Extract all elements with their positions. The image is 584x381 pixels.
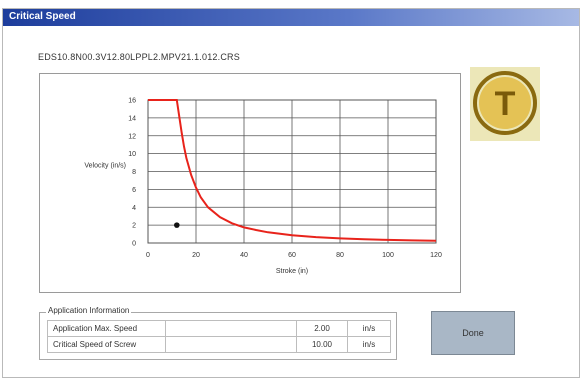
x-axis-label: Stroke (in) [276,268,308,275]
critical-speed-curve [148,99,437,242]
logo-panel: T [470,67,540,141]
critical-speed-window: Critical Speed EDS10.8N00.3V12.80LPPL2.M… [2,8,580,378]
x-tick-label: 0 [146,252,150,259]
title-bar[interactable]: Critical Speed [3,9,579,26]
x-tick-label: 40 [240,252,248,259]
company-logo-icon: T [473,71,537,135]
x-tick-label: 120 [430,252,442,259]
done-button[interactable]: Done [431,311,515,355]
max-speed-value: 2.00 [296,320,348,337]
table-row: Application Max. Speed 2.00 in/s [47,320,391,337]
done-button-label: Done [462,328,484,338]
application-information-legend: Application Information [46,306,132,315]
y-tick-label: 6 [132,187,136,194]
critical-speed-unit: in/s [347,336,391,353]
application-information-table: Application Max. Speed 2.00 in/s Critica… [47,320,391,353]
window-title: Critical Speed [9,11,76,22]
y-tick-label: 12 [128,133,136,140]
chart-panel: 0 20 40 60 80 100 120 0 2 4 6 8 10 12 14 16 Stroke (in) V… [39,73,461,293]
x-tick-label: 60 [288,252,296,259]
y-tick-label: 8 [132,169,136,176]
table-row: Critical Speed of Screw 10.00 in/s [47,336,391,353]
y-tick-label: 10 [128,151,136,158]
y-tick-label: 4 [132,205,136,212]
x-tick-label: 20 [192,252,200,259]
x-tick-label: 100 [382,252,394,259]
max-speed-label: Application Max. Speed [47,320,166,337]
critical-speed-value: 10.00 [296,336,348,353]
logo-letter: T [495,85,516,123]
application-information-group: Application Information Application Max.… [39,306,397,360]
critical-speed-label: Critical Speed of Screw [47,336,166,353]
critical-speed-chart: 0 20 40 60 80 100 120 0 2 4 6 8 10 12 14 16 Stroke (in) V… [84,98,442,276]
max-speed-unit: in/s [347,320,391,337]
y-tick-label: 14 [128,115,136,122]
operating-point [174,222,180,228]
model-number: EDS10.8N00.3V12.80LPPL2.MPV21.1.012.CRS [38,52,240,62]
x-tick-label: 80 [336,252,344,259]
y-tick-label: 2 [132,223,136,230]
y-axis-label: Velocity (in/s) [84,163,126,170]
y-tick-label: 16 [128,98,136,105]
y-tick-label: 0 [132,241,136,248]
